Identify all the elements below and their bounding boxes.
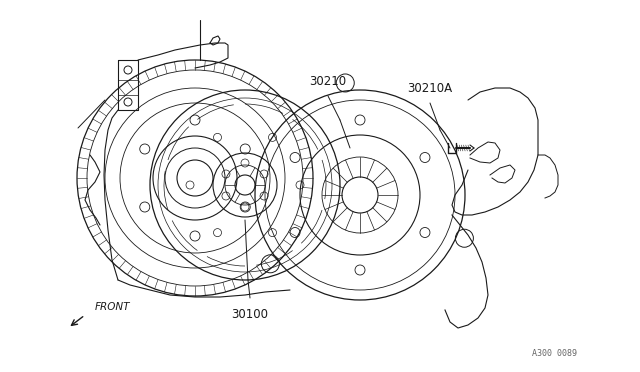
Text: 30100: 30100 (232, 308, 269, 321)
Text: FRONT: FRONT (95, 302, 131, 312)
Text: 30210A: 30210A (408, 82, 452, 95)
Text: 30210: 30210 (309, 75, 347, 88)
Text: A300 0089: A300 0089 (532, 349, 577, 358)
